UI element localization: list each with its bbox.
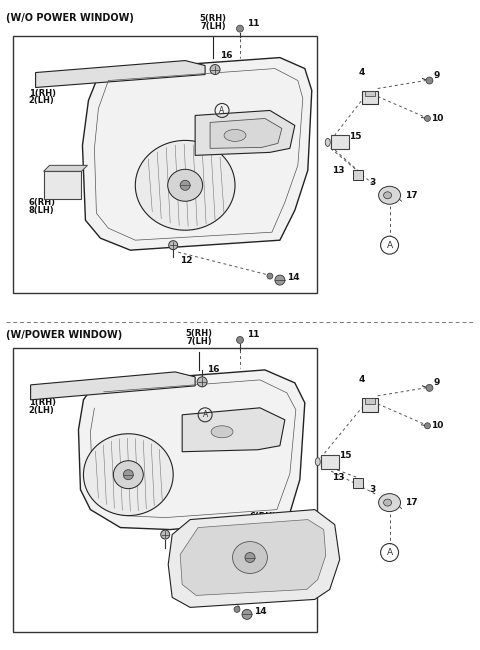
Text: 6(RH): 6(RH) [29, 198, 56, 207]
Text: 7(LH): 7(LH) [186, 337, 212, 346]
Text: 17: 17 [406, 191, 418, 200]
Text: 4: 4 [359, 68, 365, 77]
Text: 15: 15 [348, 132, 361, 141]
Circle shape [234, 606, 240, 612]
Ellipse shape [168, 170, 203, 202]
Text: 10: 10 [432, 114, 444, 123]
Text: 15: 15 [339, 451, 351, 460]
Text: 13: 13 [332, 473, 345, 482]
Text: 4: 4 [359, 375, 365, 384]
Circle shape [237, 337, 243, 343]
Polygon shape [83, 58, 312, 250]
Circle shape [267, 273, 273, 279]
Bar [331, 135, 348, 150]
Text: 11: 11 [247, 330, 260, 339]
Text: 16: 16 [207, 365, 219, 374]
Ellipse shape [379, 187, 400, 204]
Polygon shape [210, 118, 282, 148]
Circle shape [161, 530, 170, 539]
Text: 1(RH): 1(RH) [29, 88, 56, 98]
Text: 16: 16 [220, 51, 232, 60]
Text: (W/POWER WINDOW): (W/POWER WINDOW) [6, 330, 122, 340]
Bar [353, 478, 363, 488]
Text: 5(RH): 5(RH) [186, 329, 213, 338]
Ellipse shape [232, 541, 267, 573]
Circle shape [237, 25, 243, 32]
Polygon shape [180, 519, 326, 595]
Circle shape [426, 384, 433, 391]
Text: A: A [386, 240, 393, 250]
Bar [365, 90, 374, 96]
Text: 7(LH): 7(LH) [200, 21, 226, 31]
Polygon shape [36, 60, 205, 88]
Circle shape [245, 552, 255, 562]
Circle shape [424, 422, 431, 429]
Bar [12, 36, 317, 293]
Circle shape [210, 64, 220, 75]
Bar [321, 455, 339, 469]
Ellipse shape [135, 140, 235, 230]
Text: 2(LH): 2(LH) [29, 96, 54, 105]
Ellipse shape [113, 461, 144, 489]
Text: 6(RH): 6(RH) [250, 512, 277, 521]
Text: 9: 9 [433, 71, 440, 80]
Ellipse shape [384, 499, 392, 506]
Polygon shape [78, 370, 305, 530]
Circle shape [424, 116, 431, 122]
Text: 17: 17 [406, 498, 418, 507]
Circle shape [426, 77, 433, 84]
Text: 10: 10 [432, 421, 444, 430]
Bar [12, 348, 317, 632]
Circle shape [180, 180, 190, 190]
Text: 3: 3 [369, 178, 376, 187]
Bar [361, 90, 378, 105]
Text: 11: 11 [247, 19, 260, 28]
Text: 12: 12 [172, 543, 185, 552]
Bar [44, 172, 82, 200]
Polygon shape [195, 111, 295, 155]
Ellipse shape [315, 458, 320, 465]
Polygon shape [44, 165, 87, 172]
Text: 5(RH): 5(RH) [200, 14, 227, 23]
Circle shape [275, 275, 285, 285]
Circle shape [242, 610, 252, 619]
Circle shape [123, 470, 133, 480]
Ellipse shape [379, 493, 400, 512]
Text: 8(LH): 8(LH) [29, 206, 54, 215]
Bar [365, 398, 374, 404]
Bar [361, 398, 378, 412]
Ellipse shape [325, 138, 330, 146]
Ellipse shape [224, 129, 246, 142]
Text: 12: 12 [180, 255, 192, 265]
Text: (W/O POWER WINDOW): (W/O POWER WINDOW) [6, 12, 133, 23]
Text: 9: 9 [433, 378, 440, 387]
Bar [353, 170, 363, 180]
Ellipse shape [84, 434, 173, 515]
Polygon shape [168, 510, 340, 607]
Ellipse shape [384, 192, 392, 199]
Circle shape [197, 377, 207, 387]
Text: 3: 3 [369, 485, 376, 494]
Text: 8(LH): 8(LH) [250, 519, 276, 528]
Circle shape [168, 240, 178, 250]
Polygon shape [31, 372, 195, 400]
Text: A: A [386, 548, 393, 557]
Polygon shape [182, 408, 285, 452]
Ellipse shape [211, 426, 233, 437]
Text: 2(LH): 2(LH) [29, 406, 54, 415]
Text: 14: 14 [254, 607, 266, 616]
Text: 14: 14 [287, 272, 300, 281]
Text: A: A [219, 106, 225, 115]
Text: 1(RH): 1(RH) [29, 398, 56, 407]
Text: 13: 13 [332, 166, 345, 175]
Text: A: A [203, 410, 208, 419]
